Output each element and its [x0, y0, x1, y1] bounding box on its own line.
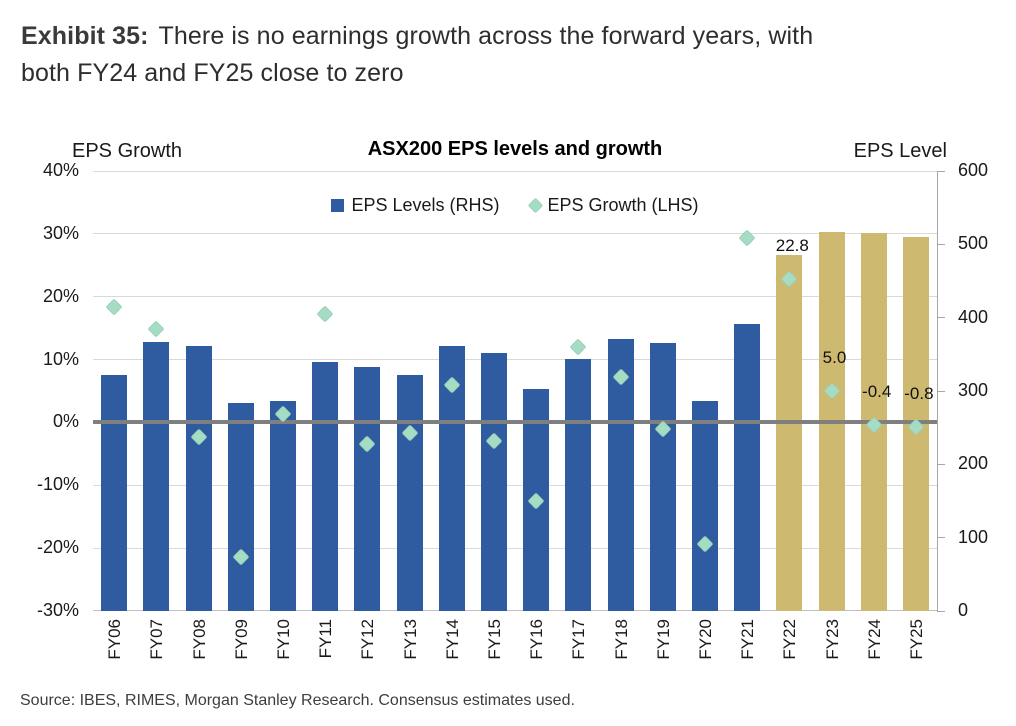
- right-axis-tick: [937, 317, 945, 319]
- x-axis-label: FY09: [231, 619, 251, 660]
- growth-value-label: -0.8: [904, 384, 934, 404]
- legend-item-growth: EPS Growth (LHS): [527, 195, 699, 216]
- gridline: [93, 484, 937, 486]
- x-axis-label: FY15: [484, 619, 504, 660]
- legend-growth-label: EPS Growth (LHS): [547, 195, 699, 215]
- gridline: [93, 547, 937, 549]
- x-axis-label: FY17: [569, 619, 589, 660]
- left-axis-tick-label: 40%: [42, 160, 79, 180]
- left-axis-tick-label: 30%: [42, 222, 79, 243]
- growth-value-label: 22.8: [775, 236, 809, 256]
- left-axis-tick-label: -20%: [36, 537, 79, 558]
- x-axis-label: FY21: [738, 619, 758, 660]
- exhibit-title-line1: There is no earnings growth across the f…: [158, 22, 814, 50]
- exhibit-label: Exhibit 35:: [21, 22, 149, 50]
- left-axis-tick-label: -10%: [36, 474, 79, 495]
- eps-level-bar: [312, 362, 339, 611]
- gridline: [93, 170, 937, 172]
- x-axis-label: FY14: [442, 619, 462, 660]
- right-axis-tick-label: 400: [958, 306, 989, 327]
- legend-levels-label: EPS Levels (RHS): [351, 195, 500, 215]
- right-axis-tick-label: 600: [958, 160, 989, 180]
- eps-growth-marker: [569, 338, 587, 356]
- eps-growth-marker: [147, 320, 165, 338]
- zero-line: [93, 420, 937, 425]
- eps-growth-marker: [316, 305, 334, 323]
- right-axis-title: EPS Level: [853, 140, 947, 162]
- x-axis-label: FY13: [400, 619, 420, 660]
- right-axis-tick-label: 0: [958, 600, 969, 620]
- right-axis-tick-label: 500: [958, 233, 989, 254]
- eps-level-bar: [269, 400, 296, 611]
- eps-level-bar: [227, 402, 254, 611]
- plot-area: 40% 30% 20% 10% 0% -10% -20% -30% 600 500 400 300 20…: [37, 160, 988, 660]
- growth-value-label: -0.4: [862, 381, 892, 401]
- eps-level-bar: [649, 342, 676, 611]
- right-axis-tick: [937, 170, 945, 172]
- eps-level-bar: [691, 401, 718, 611]
- growth-value-label: 5.0: [822, 348, 847, 367]
- eps-level-bar: [734, 324, 761, 611]
- right-axis-tick-label: 200: [958, 453, 989, 474]
- x-axis-label: FY07: [147, 619, 167, 660]
- legend-square-icon: [331, 199, 345, 212]
- eps-level-bar: [396, 374, 423, 611]
- legend-diamond-icon: [527, 197, 543, 214]
- x-axis-label: FY20: [695, 619, 715, 660]
- x-axis-line: [93, 610, 937, 611]
- gridline: [93, 233, 937, 235]
- x-axis-label: FY06: [105, 619, 125, 660]
- left-axis-tick-label: -30%: [36, 600, 79, 620]
- right-axis-tick: [937, 610, 945, 612]
- right-axis-tick: [937, 463, 945, 465]
- right-axis-tick: [937, 390, 945, 392]
- x-axis-label: FY08: [189, 619, 209, 660]
- x-axis-label: FY25: [906, 619, 926, 660]
- x-axis-label: FY22: [780, 619, 800, 660]
- eps-level-bar: [185, 346, 212, 611]
- right-axis-tick: [937, 537, 945, 539]
- x-axis-label: FY23: [822, 619, 842, 660]
- exhibit-header: Exhibit 35: There is no earnings growth a…: [21, 18, 1009, 92]
- right-axis-tick: [937, 243, 945, 245]
- left-axis-tick-label: 10%: [42, 348, 79, 369]
- right-axis-tick-label: 100: [958, 526, 989, 547]
- x-axis-label: FY16: [527, 619, 547, 660]
- left-axis-title: EPS Growth: [72, 140, 183, 162]
- eps-growth-marker: [738, 229, 756, 247]
- left-axis-tick-label: 0%: [52, 411, 79, 432]
- exhibit-title-line2: both FY24 and FY25 close to zero: [21, 59, 404, 87]
- legend-item-levels: EPS Levels (RHS): [331, 195, 500, 216]
- x-axis-label: FY24: [864, 619, 884, 660]
- gridline: [93, 296, 937, 298]
- eps-level-bar: [565, 359, 592, 611]
- legend: EPS Levels (RHS) EPS Growth (LHS): [93, 195, 937, 216]
- x-axis-label: FY11: [316, 619, 336, 659]
- eps-level-bar: [101, 374, 128, 611]
- gridline: [93, 359, 937, 361]
- chart-title: ASX200 EPS levels and growth: [367, 138, 663, 160]
- left-axis-tick-label: 20%: [42, 285, 79, 306]
- x-axis-label: FY18: [611, 619, 631, 660]
- eps-level-bar: [776, 254, 803, 611]
- x-axis-label: FY12: [358, 619, 378, 660]
- x-axis-label: FY10: [273, 619, 293, 660]
- eps-growth-marker: [105, 298, 123, 316]
- eps-level-bar: [143, 341, 170, 611]
- right-axis-tick-label: 300: [958, 380, 989, 400]
- eps-level-bar: [354, 366, 381, 611]
- x-axis-label: FY19: [653, 619, 673, 660]
- source-note: Source: IBES, RIMES, Morgan Stanley Rese…: [20, 692, 575, 709]
- eps-level-bar: [480, 352, 507, 611]
